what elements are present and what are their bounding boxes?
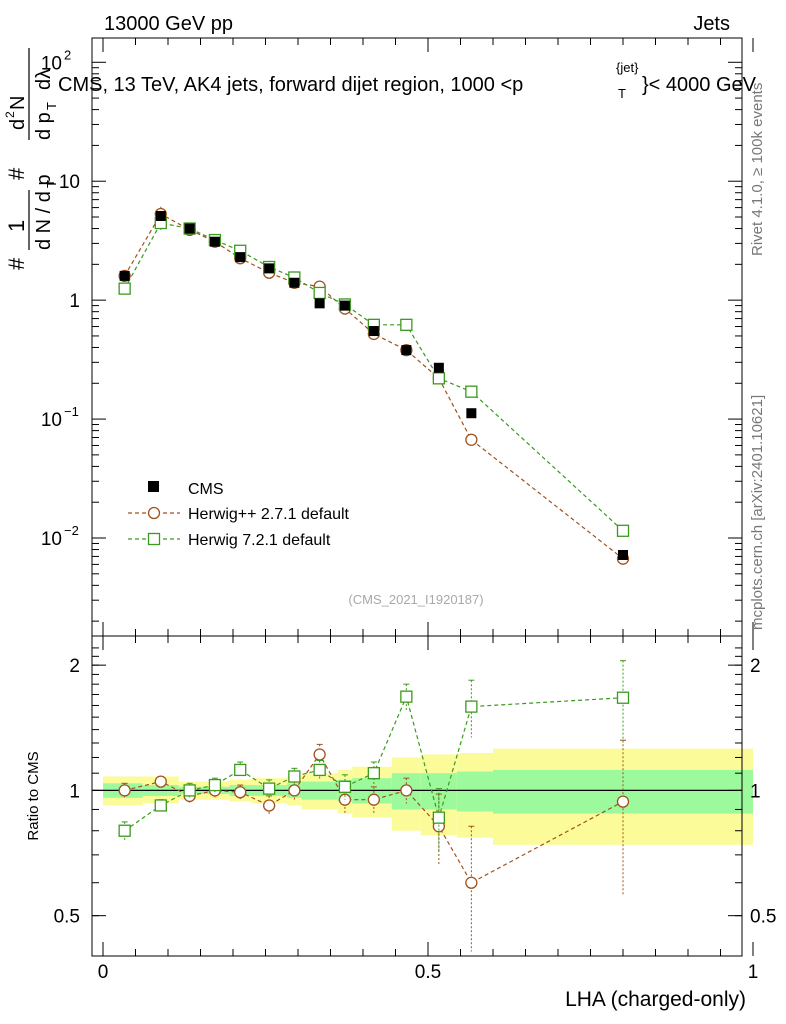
legend-marker-herwig7 <box>147 532 161 546</box>
legend-label-cms: CMS <box>188 481 224 498</box>
ratio-point-hpp <box>465 876 478 889</box>
ratio-point-h7 <box>183 784 196 797</box>
y-tick-label-exponent: 2 <box>64 47 71 62</box>
ratio-point-hpp <box>288 784 301 797</box>
ratio-point-h7 <box>313 763 326 777</box>
chart-title: CMS, 13 TeV, AK4 jets, forward dijet reg… <box>58 74 523 96</box>
ratio-point-hpp <box>313 748 326 761</box>
mcplots-source-label: mcplots.cern.ch [arXiv:2401.10621] <box>749 395 766 630</box>
ratio-point-hpp <box>234 786 247 799</box>
ratio-y-tick-label: 2 <box>69 656 80 677</box>
y-label-t-sub2: T <box>44 102 59 110</box>
ratio-plot-frame <box>91 635 743 957</box>
legend-marker-cms <box>148 481 159 492</box>
y-label-one: 1 <box>4 220 29 232</box>
data-point-cms <box>209 236 220 247</box>
point-h7 <box>118 282 131 295</box>
ratio-point-h7 <box>616 691 630 704</box>
data-point-cms <box>368 326 379 337</box>
analysis-id-label: (CMS_2021_I1920187) <box>348 592 483 607</box>
ratio-point-h7 <box>234 763 247 777</box>
ratio-point-h7 <box>432 811 446 824</box>
legend: CMS Herwig++ 2.7.1 default Herwig 7.2.1 … <box>128 481 350 549</box>
data-point-cms <box>618 549 628 560</box>
ratio-y-tick-label: 0.5 <box>54 907 80 928</box>
ratio-point-hpp <box>118 784 131 797</box>
x-tick-label: 0.5 <box>415 962 441 983</box>
ratio-point-hpp <box>262 799 276 812</box>
y-label-d2n-d: d <box>7 119 29 130</box>
y-tick-label: 10 <box>41 53 62 74</box>
x-tick-label: 1 <box>748 962 759 983</box>
x-axis-label: LHA (charged-only) <box>565 988 746 1011</box>
ratio-plot-area <box>118 660 630 952</box>
ratio-band-inner <box>456 771 493 812</box>
y-label-d2n-n: N <box>7 96 29 110</box>
data-point-cms <box>433 362 444 373</box>
ratio-point-h7 <box>208 778 222 792</box>
ratio-y-axis-label: Ratio to CMS <box>25 751 42 840</box>
y-label-d2n-exp: 2 <box>3 111 17 118</box>
ratio-point-h7 <box>338 780 352 793</box>
point-hpp <box>465 433 478 446</box>
data-point-cms <box>401 345 412 356</box>
ratio-point-h7 <box>262 782 276 795</box>
ratio-y-tick-label-right: 2 <box>750 656 761 677</box>
data-point-cms <box>466 408 477 419</box>
y-label-t-sub: T <box>44 180 59 188</box>
ratio-point-h7 <box>367 767 381 780</box>
ratio-point-h7 <box>400 690 413 703</box>
ratio-y-tick-label-right: 0.5 <box>750 907 776 928</box>
legend-label-herwigpp: Herwig++ 2.7.1 default <box>188 506 350 523</box>
data-point-cms <box>264 263 275 274</box>
ratio-point-hpp <box>400 784 413 797</box>
ratio-y-tick-label-right: 1 <box>750 781 761 802</box>
y-tick-label: 1 <box>69 291 80 312</box>
legend-label-herwig7: Herwig 7.2.1 default <box>188 532 331 549</box>
data-point-cms <box>289 277 300 288</box>
chart-title-subscript: T <box>618 86 626 101</box>
ratio-point-hpp <box>154 775 167 788</box>
y-tick-label: 10 <box>41 410 62 431</box>
y-label-dpt: d p <box>33 112 55 140</box>
point-h7 <box>616 524 630 537</box>
ratio-y-tick-label: 1 <box>69 781 80 802</box>
point-h7 <box>400 318 413 331</box>
main-plot-marks <box>118 206 630 565</box>
y-label-hash: # <box>4 257 29 270</box>
ratio-point-hpp <box>367 793 381 806</box>
point-h7 <box>465 385 478 398</box>
ratio-point-h7 <box>118 824 131 837</box>
y-axis-label: # 1 d N / d p T # d 2 N d p T dλ <box>3 48 59 270</box>
legend-marker-herwigpp <box>147 506 161 520</box>
data-point-cms <box>119 270 130 281</box>
y-label-dlambda: dλ <box>33 69 55 90</box>
ratio-point-h7 <box>465 700 478 713</box>
data-point-cms <box>184 223 195 234</box>
y-tick-label-exponent: −1 <box>64 404 79 419</box>
y-label-dn-dpt: d N / d p <box>33 174 55 250</box>
header-process-label: Jets <box>693 13 730 35</box>
ratio-point-hpp <box>616 795 630 808</box>
chart-title-superscript: {jet} <box>616 60 639 75</box>
chart-title-tail: }< 4000 GeV <box>642 74 757 96</box>
ratio-point-h7 <box>288 770 301 783</box>
data-point-cms <box>339 300 350 311</box>
y-tick-label: 10 <box>59 172 80 193</box>
data-point-cms <box>155 210 166 221</box>
data-point-cms <box>314 298 325 309</box>
y-label-hash2: # <box>4 167 29 180</box>
data-point-cms <box>235 252 246 263</box>
point-h7 <box>432 372 446 385</box>
y-tick-label: 10 <box>41 529 62 550</box>
x-tick-label: 0 <box>98 962 109 983</box>
rivet-version-label: Rivet 4.1.0, ≥ 100k events <box>749 83 766 256</box>
y-tick-label-exponent: −2 <box>64 523 79 538</box>
ratio-point-h7 <box>154 799 167 812</box>
header-collision-label: 13000 GeV pp <box>104 13 233 35</box>
point-h7 <box>313 286 326 300</box>
